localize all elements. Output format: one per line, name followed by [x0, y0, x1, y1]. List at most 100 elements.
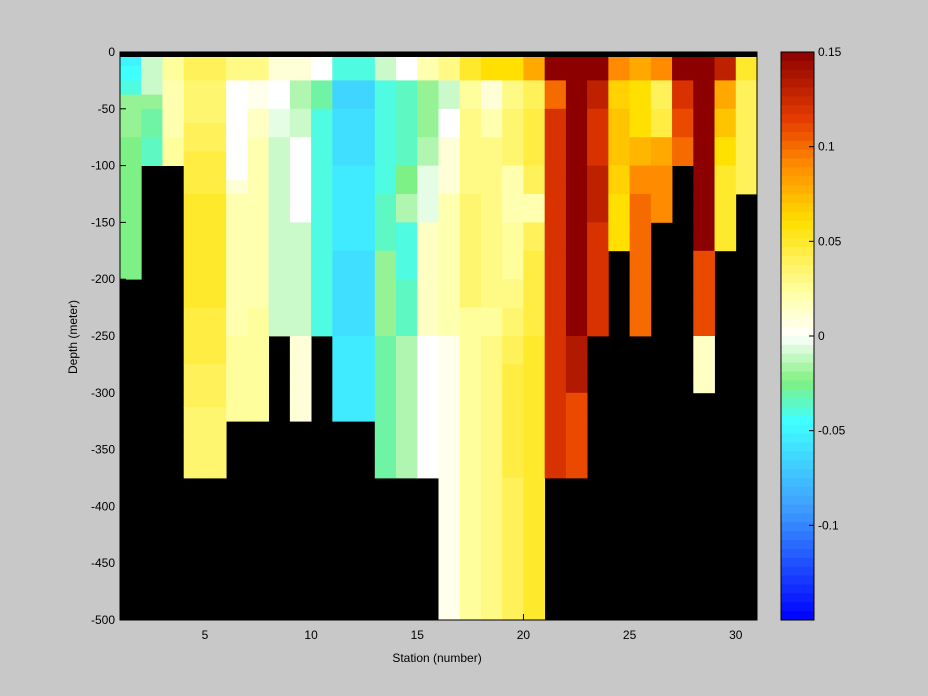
heatmap-cell — [226, 336, 248, 351]
heatmap-cell — [608, 208, 630, 223]
colorbar-swatch — [781, 513, 814, 523]
heatmap-cell — [714, 66, 737, 81]
heatmap-cell — [480, 94, 503, 110]
heatmap-cell — [396, 236, 418, 252]
heatmap-cell — [587, 179, 609, 195]
heatmap-cell — [544, 321, 567, 337]
heatmap-cell — [396, 279, 418, 294]
heatmap-cell — [650, 151, 673, 166]
heatmap-cell — [544, 108, 567, 124]
heatmap-cell — [480, 350, 503, 365]
colorbar-swatch — [781, 52, 814, 62]
heatmap-cell — [396, 392, 418, 408]
heatmap-cell — [714, 151, 737, 166]
heatmap-cell — [438, 350, 461, 365]
heatmap-cell — [353, 321, 376, 337]
heatmap-cell — [459, 478, 482, 493]
heatmap-cell — [289, 80, 312, 95]
heatmap-cell — [311, 307, 333, 323]
heatmap-cell — [204, 321, 227, 337]
heatmap-cell — [459, 435, 482, 450]
heatmap-cell — [289, 137, 312, 152]
colorbar-swatch — [781, 194, 814, 204]
heatmap-cell — [565, 208, 588, 223]
y-tick-label: -150 — [91, 215, 115, 229]
heatmap-cell — [226, 350, 248, 365]
heatmap-cell — [544, 194, 567, 209]
heatmap-cell — [204, 236, 227, 252]
heatmap-cell — [438, 208, 461, 223]
heatmap-cell — [120, 108, 142, 124]
heatmap-cell — [311, 80, 333, 95]
heatmap-cell — [396, 151, 418, 166]
colorbar-swatch — [781, 318, 814, 328]
colorbar-swatch — [781, 282, 814, 293]
heatmap-cell — [289, 123, 312, 138]
heatmap-cell — [587, 307, 609, 323]
heatmap-cell — [608, 194, 630, 209]
heatmap-cell — [544, 123, 567, 138]
heatmap-cell — [247, 307, 270, 323]
heatmap-cell — [523, 336, 546, 351]
heatmap-cell — [120, 222, 142, 237]
heatmap-cell — [565, 279, 588, 294]
heatmap-cell — [162, 66, 185, 81]
heatmap-cell — [417, 265, 439, 280]
heatmap-cell — [183, 307, 206, 323]
heatmap-cell — [438, 563, 461, 578]
heatmap-cell — [268, 194, 291, 209]
heatmap-cell — [183, 407, 206, 422]
heatmap-cell — [565, 80, 588, 95]
colorbar-swatch — [781, 96, 814, 106]
heatmap-cell — [417, 222, 439, 237]
heatmap-cell — [268, 321, 291, 337]
heatmap-cell — [459, 421, 482, 436]
heatmap-cell — [183, 108, 206, 124]
heatmap-cell — [480, 236, 503, 252]
heatmap-cell — [480, 123, 503, 138]
heatmap-cell — [480, 179, 503, 195]
heatmap-cell — [353, 378, 376, 394]
heatmap-cell — [289, 336, 312, 351]
heatmap-cell — [438, 378, 461, 394]
heatmap-cell — [502, 350, 524, 365]
colorbar-swatch — [781, 202, 814, 213]
heatmap-cell — [587, 94, 609, 110]
heatmap-cell — [565, 151, 588, 166]
heatmap-cell — [247, 364, 270, 379]
heatmap-cell — [268, 80, 291, 95]
heatmap-cell — [502, 293, 524, 308]
heatmap-cell — [565, 222, 588, 237]
heatmap-cell — [183, 350, 206, 365]
heatmap-cell — [438, 392, 461, 408]
heatmap-cell — [438, 336, 461, 351]
heatmap-cell — [417, 449, 439, 465]
y-axis-ticks: 0 -50 -100 -150 -200 -250 -300 -350 -400 -450 -500 — [91, 45, 126, 627]
heatmap-cell — [480, 336, 503, 351]
heatmap-cell — [247, 137, 270, 152]
heatmap-cell — [289, 279, 312, 294]
heatmap-cell — [480, 265, 503, 280]
heatmap-cell — [629, 151, 652, 166]
heatmap-cell — [289, 364, 312, 379]
colorbar-swatch — [781, 433, 814, 443]
heatmap-cell — [693, 250, 715, 266]
heatmap-cell — [268, 179, 291, 195]
heatmap-cell — [417, 137, 439, 152]
heatmap-cell — [459, 534, 482, 550]
heatmap-cell — [672, 123, 694, 138]
heatmap-cell — [565, 421, 588, 436]
heatmap-cell — [587, 151, 609, 166]
heatmap-cell — [289, 66, 312, 81]
heatmap-cell — [459, 506, 482, 521]
heatmap-cell — [565, 321, 588, 337]
colorbar-swatch — [781, 176, 814, 186]
heatmap-cell — [714, 94, 737, 110]
heatmap-cell — [226, 222, 248, 237]
heatmap-cell — [523, 591, 546, 607]
heatmap-cell — [183, 165, 206, 181]
heatmap-cell — [332, 108, 354, 124]
heatmap-cell — [183, 137, 206, 152]
heatmap-cell — [480, 421, 503, 436]
